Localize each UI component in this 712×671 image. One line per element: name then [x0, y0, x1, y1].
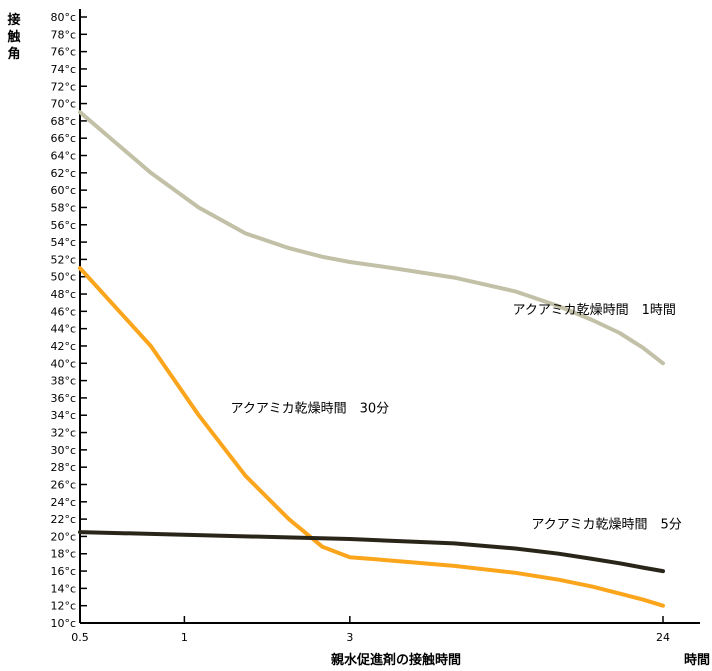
y-tick-label: 20°c [50, 530, 76, 543]
y-tick-label: 18°c [50, 548, 76, 561]
y-tick-label: 30°c [50, 444, 76, 457]
x-tick-label: 24 [656, 631, 670, 644]
y-tick-label: 46°c [50, 305, 76, 318]
y-tick-label: 78°c [50, 28, 76, 41]
y-axis-label: 接触角 [6, 12, 20, 62]
y-tick-label: 72°c [50, 80, 76, 93]
y-tick-label: 38°c [50, 375, 76, 388]
y-tick-label: 24°c [50, 496, 76, 509]
y-tick-label: 44°c [50, 323, 76, 336]
y-tick-label: 60°c [50, 184, 76, 197]
y-tick-label: 12°c [50, 600, 76, 613]
y-tick-label: 62°c [50, 167, 76, 180]
y-axis-label-char: 角 [7, 46, 20, 62]
series-label-1: アクアミカ乾燥時間 1時間 [513, 303, 676, 318]
y-tick-label: 66°c [50, 132, 76, 145]
y-tick-label: 64°c [50, 150, 76, 163]
y-tick-label: 14°c [50, 582, 76, 595]
series-line-3 [78, 530, 665, 574]
y-tick-label: 26°c [50, 478, 76, 491]
y-axis-label-char: 接 [7, 12, 20, 28]
y-tick-label: 54°c [50, 236, 76, 249]
y-axis-ticks: 10°c 12°c 14°c 16°c 18°c 20°c 22°c 24°c 26°c 28°c… [50, 11, 87, 630]
x-tick-label: 3 [346, 631, 353, 644]
y-tick-label: 32°c [50, 427, 76, 440]
y-tick-label: 52°c [50, 253, 76, 266]
series-label-2: アクアミカ乾燥時間 30分 [231, 402, 390, 417]
y-tick-label: 48°c [50, 288, 76, 301]
y-tick-label: 58°c [50, 201, 76, 214]
y-tick-label: 74°c [50, 63, 76, 76]
y-tick-label: 10°c [50, 617, 76, 630]
series-lines [78, 110, 665, 608]
x-axis-unit: 時間 [684, 652, 710, 668]
y-tick-label: 80°c [50, 11, 76, 24]
y-tick-label: 56°c [50, 219, 76, 232]
y-tick-label: 28°c [50, 461, 76, 474]
x-tick-label: 1 [181, 631, 188, 644]
x-axis-ticks: 0.5 1 3 24 [71, 616, 670, 644]
series-line-1 [78, 110, 665, 366]
y-tick-label: 22°c [50, 513, 76, 526]
series-label-3: アクアミカ乾燥時間 5分 [531, 518, 681, 533]
x-axis-label: 親水促進剤の接触時間 [331, 652, 461, 668]
y-tick-label: 16°c [50, 565, 76, 578]
series-line-2 [78, 266, 665, 608]
y-tick-label: 34°c [50, 409, 76, 422]
y-tick-label: 40°c [50, 357, 76, 370]
y-tick-label: 50°c [50, 271, 76, 284]
y-tick-label: 68°c [50, 115, 76, 128]
y-tick-label: 42°c [50, 340, 76, 353]
y-tick-label: 36°c [50, 392, 76, 405]
y-axis-label-char: 触 [6, 29, 20, 45]
y-tick-label: 70°c [50, 98, 76, 111]
y-tick-label: 76°c [50, 46, 76, 59]
x-tick-label: 0.5 [71, 631, 89, 644]
